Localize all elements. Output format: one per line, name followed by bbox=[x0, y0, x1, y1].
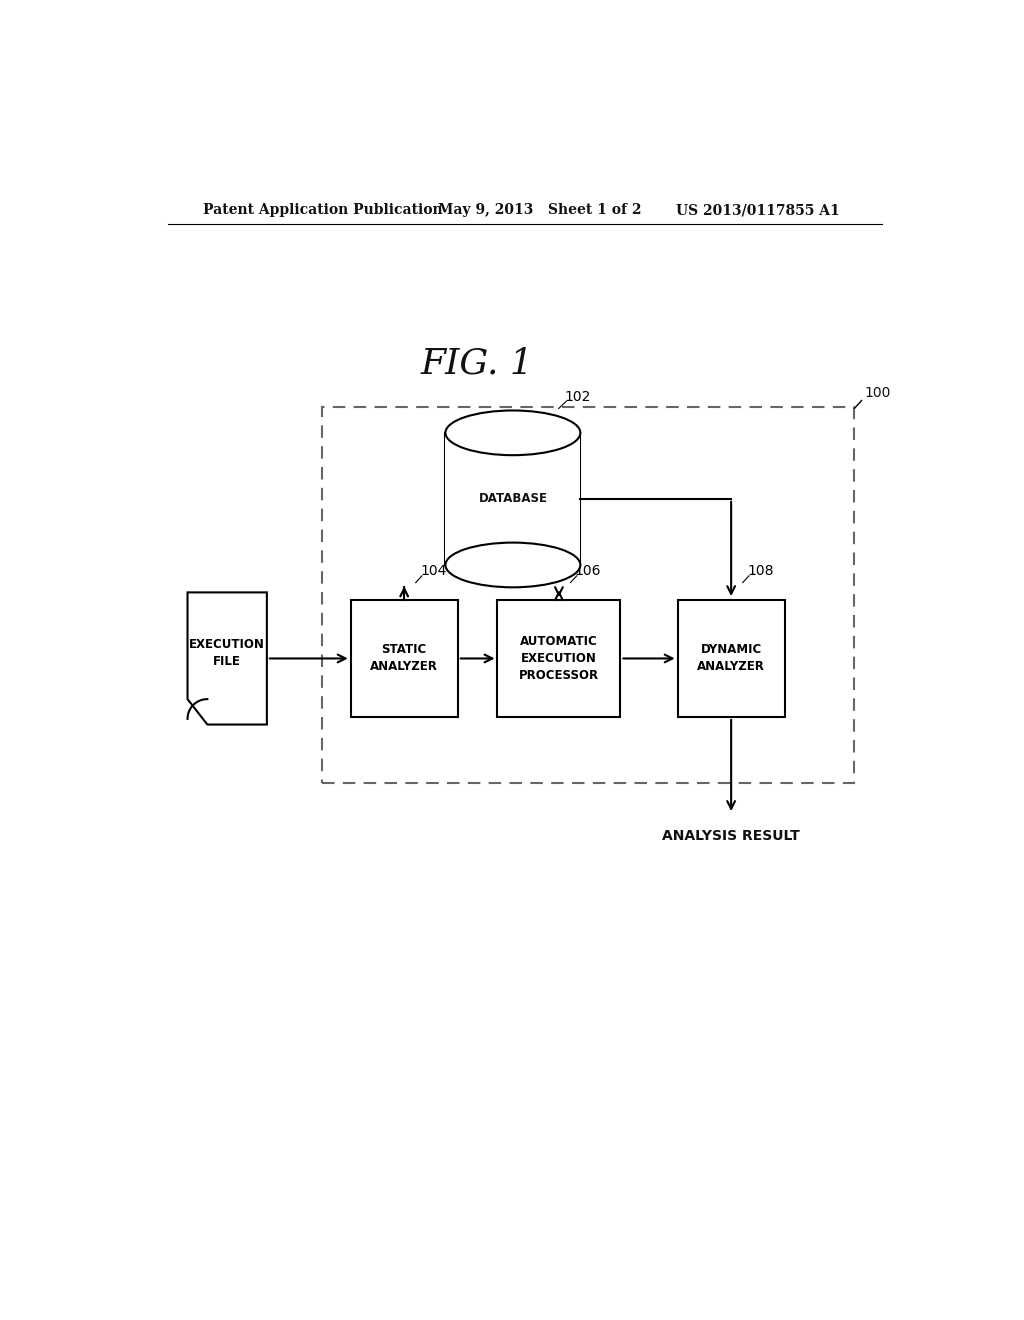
Text: STATIC
ANALYZER: STATIC ANALYZER bbox=[371, 643, 438, 673]
Text: DYNAMIC
ANALYZER: DYNAMIC ANALYZER bbox=[697, 643, 765, 673]
Ellipse shape bbox=[445, 411, 581, 455]
Bar bbox=[350, 601, 458, 717]
Bar bbox=[445, 433, 581, 565]
Text: 104: 104 bbox=[420, 564, 446, 578]
Text: EXECUTION
FILE: EXECUTION FILE bbox=[189, 639, 265, 668]
Text: Patent Application Publication: Patent Application Publication bbox=[204, 203, 443, 216]
Bar bbox=[678, 601, 784, 717]
Text: 100: 100 bbox=[864, 387, 891, 400]
Text: FIG. 1: FIG. 1 bbox=[421, 346, 534, 380]
Text: 108: 108 bbox=[748, 564, 773, 578]
Text: May 9, 2013   Sheet 1 of 2: May 9, 2013 Sheet 1 of 2 bbox=[437, 203, 641, 216]
Text: 102: 102 bbox=[564, 391, 591, 404]
Text: 106: 106 bbox=[574, 564, 601, 578]
Text: ANALYSIS RESULT: ANALYSIS RESULT bbox=[663, 829, 800, 843]
Text: US 2013/0117855 A1: US 2013/0117855 A1 bbox=[676, 203, 840, 216]
Bar bbox=[498, 601, 621, 717]
Text: DATABASE: DATABASE bbox=[478, 492, 548, 506]
Text: AUTOMATIC
EXECUTION
PROCESSOR: AUTOMATIC EXECUTION PROCESSOR bbox=[519, 635, 599, 682]
Polygon shape bbox=[187, 593, 267, 725]
Ellipse shape bbox=[445, 543, 581, 587]
Bar bbox=[323, 408, 854, 784]
